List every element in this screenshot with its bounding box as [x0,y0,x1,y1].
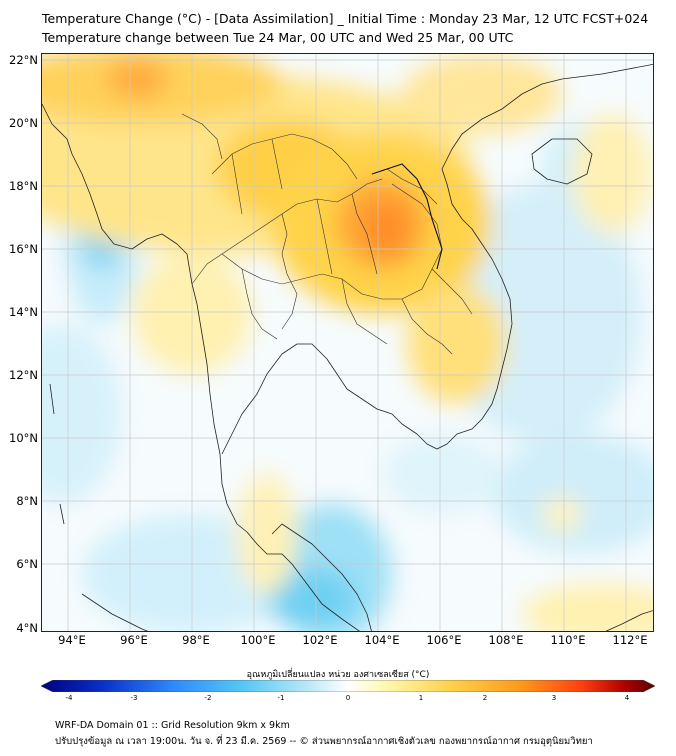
colorbar-tick: 2 [482,694,488,702]
lon-label: 112°E [612,633,648,647]
colorbar-title: อุณหภูมิเปลี่ยนแปลง หน่วย องศาเซลเซียส (… [246,670,430,680]
lat-label: 4°N [16,621,38,635]
lat-label: 10°N [9,431,38,445]
lon-label: 106°E [426,633,462,647]
lat-label: 22°N [9,53,38,67]
mekong-border [371,163,443,270]
model-info: WRF-DA Domain 01 :: Grid Resolution 9km … [55,720,290,731]
lon-label: 96°E [120,633,148,647]
lat-label: 14°N [9,305,38,319]
lat-label: 16°N [9,242,38,256]
lon-label: 98°E [182,633,210,647]
lon-label: 104°E [364,633,400,647]
coastlines [42,63,653,631]
lat-label: 8°N [16,494,38,508]
update-info: ปรับปรุงข้อมูล ณ เวลา 19:00น. วัน จ. ที่… [55,736,593,747]
colorbar-tick: -4 [65,694,73,702]
colorbar-tick: 4 [624,694,630,702]
map-subtitle: Temperature change between Tue 24 Mar, 0… [42,30,514,45]
colorbar [41,680,655,692]
colorbar-tick: 3 [551,694,557,702]
lat-label: 20°N [9,116,38,130]
colorbar-tick: 0 [345,694,351,702]
lat-label: 6°N [16,557,38,571]
colorbar-tick: -2 [204,694,212,702]
map-canvas [42,54,653,631]
colorbar-tick: -3 [130,694,138,702]
lon-label: 110°E [550,633,586,647]
graticule [42,54,653,631]
lat-label: 12°N [9,368,38,382]
temperature-change-map[interactable] [41,53,654,632]
colorbar-tick: 1 [418,694,424,702]
lon-label: 108°E [488,633,524,647]
lon-label: 94°E [58,633,86,647]
lat-label: 18°N [9,179,38,193]
lon-label: 102°E [302,633,338,647]
map-title: Temperature Change (°C) - [Data Assimila… [42,11,649,26]
lon-label: 100°E [240,633,276,647]
colorbar-tick: -1 [277,694,285,702]
